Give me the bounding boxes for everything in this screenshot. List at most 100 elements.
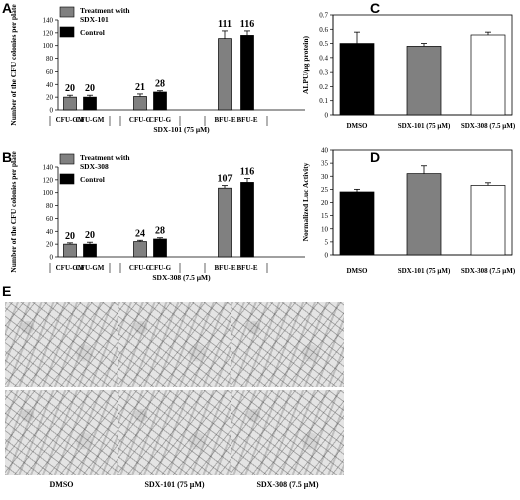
y-tick-label-a: 60: [46, 68, 54, 76]
bar-a-1: [83, 96, 97, 111]
data-label-b-1: 20: [85, 230, 95, 241]
y-tick-label-c: 0: [325, 112, 329, 120]
micrograph-label-dmso: DMSO: [49, 480, 74, 489]
panel-letter-c: C: [370, 0, 380, 16]
y-tick-label-a: 140: [43, 17, 54, 25]
bar-d-0: [339, 191, 375, 256]
category-label-a-5: BFU-E: [237, 116, 258, 124]
y-tick-label-a: 120: [43, 29, 54, 37]
bar-d-1: [406, 173, 442, 256]
data-label-a-2: 21: [135, 82, 145, 93]
y-tick-label-d: 5: [325, 238, 329, 246]
bar-c-1: [406, 46, 442, 116]
y-tick-label-a: 40: [46, 81, 54, 89]
category-label-d-1: SDX-101 (75 μM): [398, 267, 451, 275]
y-tick-label-c: 0.3: [319, 69, 328, 77]
data-label-b-5: 116: [240, 167, 254, 178]
data-label-a-5: 116: [240, 19, 254, 30]
bar-d-2: [470, 185, 506, 256]
y-tick-label-a: 0: [50, 107, 54, 115]
y-tick-label-b: 40: [46, 228, 54, 236]
category-label-a-0: CFU-GM: [56, 116, 85, 124]
legend-label-treatment-a: Treatment with: [80, 6, 130, 15]
bar-a-3: [153, 91, 167, 111]
data-label-b-3: 28: [155, 226, 165, 237]
legend-swatch-control-b: [59, 173, 75, 185]
y-tick-label-c: 0.7: [319, 12, 328, 20]
y-tick-label-d: 10: [321, 225, 329, 233]
micrograph-label-sdx308: SDX-308 (7.5 μM): [256, 480, 319, 489]
bar-a-4: [218, 38, 232, 111]
data-label-b-2: 24: [135, 228, 145, 239]
bar-c-2: [470, 34, 506, 116]
y-axis-label-c: ALPU/μg protein): [301, 35, 310, 94]
category-label-b-2: CFU-G: [129, 264, 152, 272]
data-label-a-4: 111: [218, 19, 232, 30]
panel-letter-e: E: [2, 283, 11, 299]
category-label-b-0: CFU-GM: [56, 264, 85, 272]
y-tick-label-c: 0.2: [319, 83, 328, 91]
y-tick-label-c: 0.4: [319, 54, 328, 62]
y-tick-label-d: 20: [321, 199, 329, 207]
category-label-c-1: SDX-101 (75 μM): [398, 122, 451, 130]
bar-c-0: [339, 43, 375, 116]
micrograph-dmso-bottom: [5, 390, 118, 475]
y-tick-label-b: 0: [50, 254, 54, 262]
legend-label-treatment-b: SDX-308: [80, 162, 109, 171]
category-label-a-1: CFU-GM: [76, 116, 105, 124]
y-tick-label-b: 140: [43, 164, 54, 172]
y-tick-label-a: 100: [43, 42, 54, 50]
bar-a-5: [240, 35, 254, 111]
y-tick-label-b: 20: [46, 241, 54, 249]
bar-a-0: [63, 96, 77, 111]
y-tick-label-d: 30: [321, 173, 329, 181]
bar-b-2: [133, 241, 147, 258]
legend-label-control-a: Control: [80, 28, 105, 37]
data-label-a-1: 20: [85, 83, 95, 94]
micrograph-label-sdx101: SDX-101 (75 μM): [144, 480, 205, 489]
category-label-b-1: CFU-GM: [76, 264, 105, 272]
y-tick-label-d: 25: [321, 186, 329, 194]
panel-letter-a: A: [2, 0, 12, 16]
panel-letter-d: D: [370, 149, 380, 165]
y-tick-label-c: 0.6: [319, 26, 328, 34]
y-tick-label-b: 60: [46, 215, 54, 223]
y-tick-label-d: 0: [325, 252, 329, 260]
y-tick-label-b: 120: [43, 176, 54, 184]
y-tick-label-a: 80: [46, 55, 54, 63]
y-tick-label-b: 100: [43, 189, 54, 197]
legend-swatch-control-a: [59, 26, 75, 38]
data-label-a-3: 28: [155, 79, 165, 90]
micrograph-dmso-top: [5, 302, 118, 387]
legend-label-control-b: Control: [80, 175, 105, 184]
category-label-b-3: CFU-G: [149, 264, 172, 272]
x-axis-label-b: SDX-308 (7.5 μM): [152, 273, 211, 282]
legend-swatch-treatment-b: [59, 153, 75, 165]
category-label-d-0: DMSO: [347, 267, 369, 275]
panel-letter-b: B: [2, 149, 12, 165]
y-tick-label-b: 80: [46, 202, 54, 210]
bar-b-0: [63, 243, 77, 258]
y-tick-label-c: 0.5: [319, 40, 328, 48]
data-label-a-0: 20: [65, 83, 75, 94]
bar-b-5: [240, 182, 254, 258]
category-label-a-4: BFU-E: [215, 116, 236, 124]
category-label-d-2: SDX-308 (7.5 μM): [461, 267, 516, 275]
data-label-b-0: 20: [65, 231, 75, 242]
micrograph-sdx101-top: [118, 302, 231, 387]
bar-b-4: [218, 187, 232, 258]
x-axis-label-a: SDX-101 (75 μM): [153, 125, 210, 134]
category-label-c-0: DMSO: [347, 122, 369, 130]
y-axis-label-d: Normalized Luc Activity: [301, 162, 310, 241]
category-label-b-4: BFU-E: [215, 264, 236, 272]
category-label-a-3: CFU-G: [149, 116, 172, 124]
legend-label-treatment-b: Treatment with: [80, 153, 130, 162]
legend-swatch-treatment-a: [59, 6, 75, 18]
category-label-c-2: SDX-308 (7.5 μM): [461, 122, 516, 130]
micrograph-sdx308-bottom: [231, 390, 344, 475]
y-axis-label-a: Number of the CFU colonies per plate: [9, 4, 18, 126]
legend-label-treatment-a: SDX-101: [80, 15, 109, 24]
y-tick-label-d: 40: [321, 147, 329, 155]
